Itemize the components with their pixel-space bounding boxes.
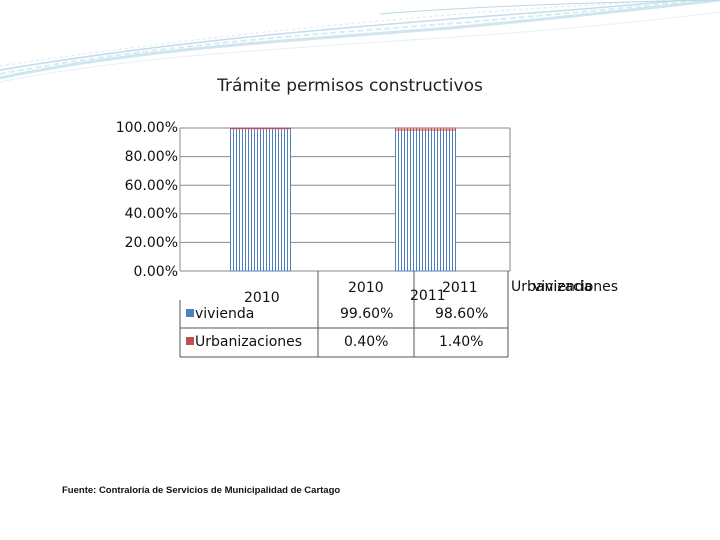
- vivienda-swatch: [186, 309, 194, 317]
- y-tick-label: 20.00%: [124, 235, 178, 251]
- bar-vivienda-2011: [395, 129, 456, 272]
- bar-urbanizaciones-2010: [230, 127, 291, 130]
- legend-entry-vivienda: vivienda: [533, 279, 593, 295]
- source-note: Fuente: Contraloría de Servicios de Muni…: [62, 485, 341, 496]
- table-cell: 1.40%: [439, 334, 484, 350]
- chart-title: Trámite permisos constructivos: [217, 76, 483, 96]
- y-tick-label: 60.00%: [124, 178, 178, 194]
- stray-category-label: 2011: [410, 288, 446, 304]
- bar-vivienda-2010: [230, 128, 291, 272]
- urbanizaciones-swatch: [186, 337, 194, 345]
- bar-urbanizaciones-2011: [395, 127, 456, 131]
- legend-entry-urbanizaciones: Urbanizaciones: [511, 279, 619, 295]
- table-cell: 98.60%: [435, 306, 489, 322]
- table-cell: 0.40%: [344, 334, 389, 350]
- y-tick-label: 100.00%: [115, 120, 178, 136]
- table-row-label-vivienda: vivienda: [186, 306, 254, 322]
- table-header-2011: 2011: [442, 280, 478, 296]
- y-tick-label: 0.00%: [133, 264, 178, 280]
- stray-category-label: 2010: [244, 290, 280, 306]
- y-tick-label: 80.00%: [124, 149, 178, 165]
- table-cell: 99.60%: [340, 306, 394, 322]
- y-tick-label: 40.00%: [124, 206, 178, 222]
- table-header-2010: 2010: [348, 280, 384, 296]
- table-row-label-urbanizaciones: Urbanizaciones: [186, 334, 302, 350]
